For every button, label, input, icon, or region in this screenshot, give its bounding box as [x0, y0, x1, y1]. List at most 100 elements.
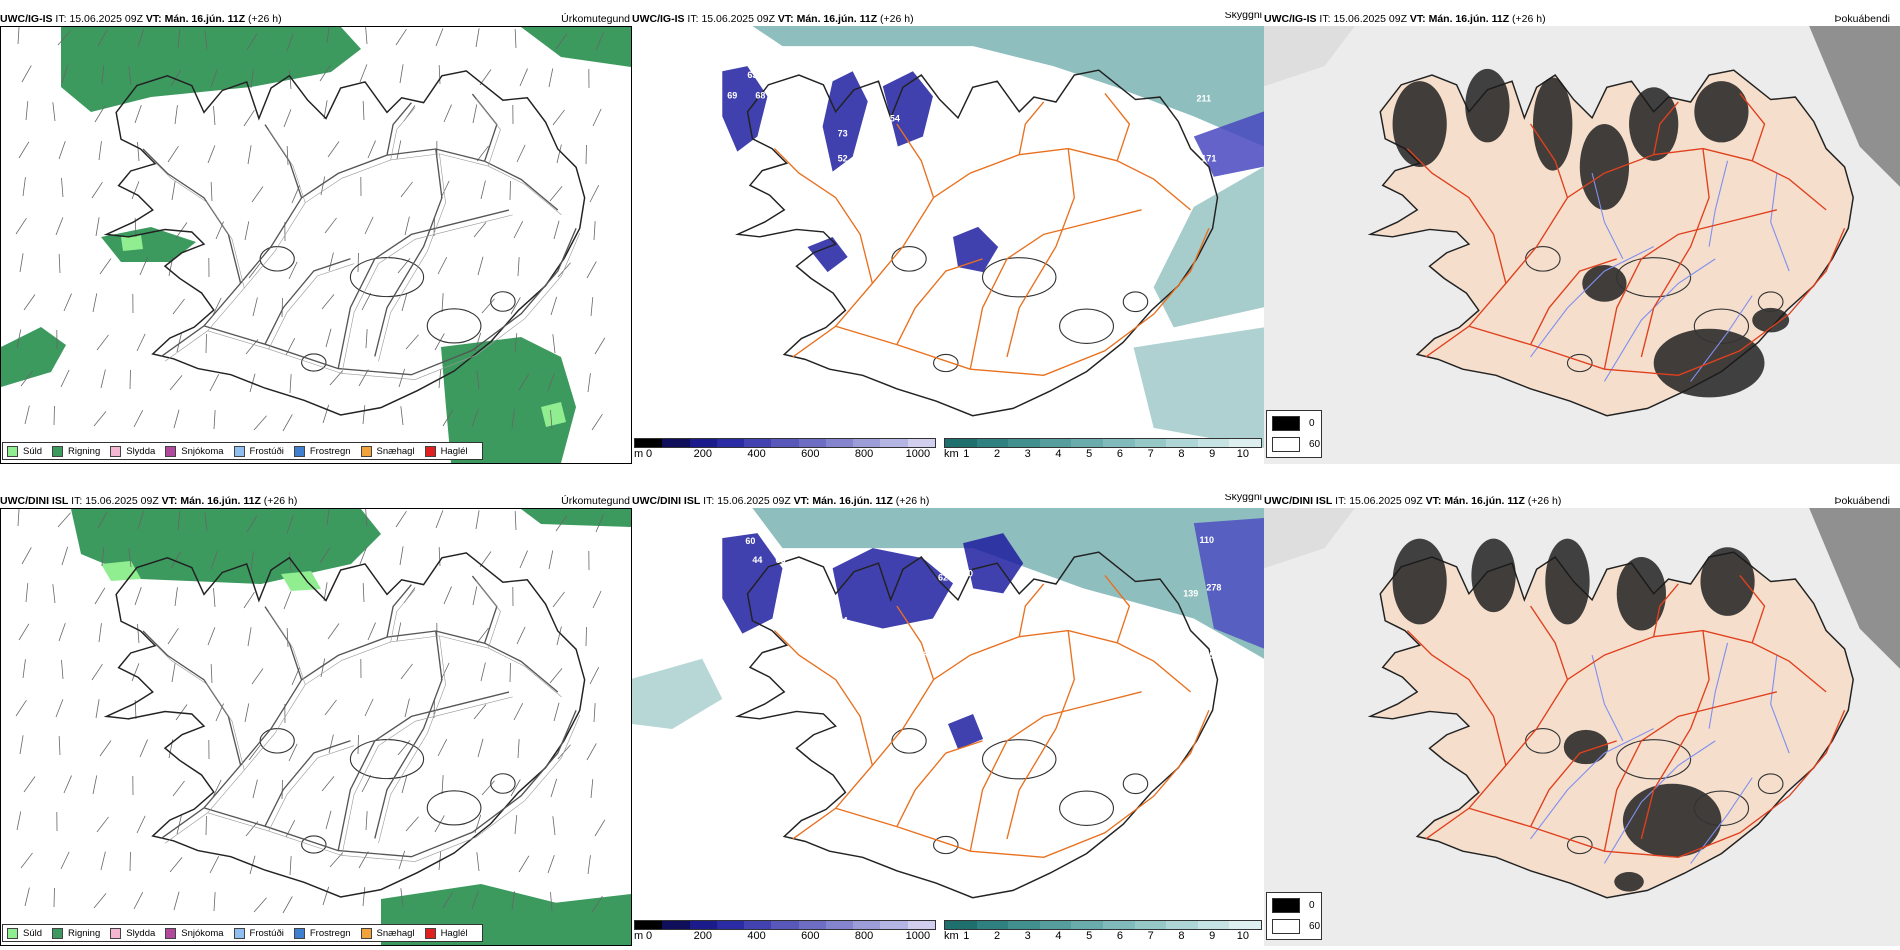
road — [142, 630, 242, 766]
wind-barb — [555, 33, 568, 50]
road — [835, 227, 1210, 376]
map-canvas[interactable] — [0, 508, 632, 946]
wind-barb — [511, 409, 515, 429]
scale-tick-label: 5 — [1086, 930, 1093, 942]
wind-barb — [61, 546, 69, 566]
legend-label: Rigning — [68, 927, 101, 939]
wind-barb — [169, 857, 183, 873]
glacier-outline — [490, 291, 516, 312]
wind-barb — [139, 739, 148, 758]
wind-barb — [134, 586, 142, 606]
cloud-base-label: 63 — [775, 555, 785, 565]
wind-barb — [19, 253, 24, 273]
legend-item: Frostúði — [233, 445, 284, 457]
map-canvas[interactable] — [0, 26, 632, 464]
wind-barb — [319, 546, 331, 564]
precip-type-map-panel-row1: UWC/IG-IS IT: 15.06.2025 09Z VT: Mán. 16… — [0, 12, 632, 464]
wind-barb — [594, 819, 606, 837]
wind-barb — [244, 703, 250, 723]
wind-barb — [58, 736, 61, 756]
scale-tick-label: 800 — [854, 448, 874, 460]
wind-barb — [588, 69, 590, 89]
legend-item: Haglél — [424, 445, 468, 457]
low-visibility-area — [752, 26, 1264, 147]
scale-tick-label: 10 — [1236, 448, 1250, 460]
glacier-outline — [1693, 308, 1750, 344]
legend-swatch — [1272, 919, 1300, 934]
glacier-outline — [1122, 773, 1149, 795]
map-canvas[interactable]: 60 63 67 69 68 57 73 52 59 54 70 70 87 90 211 218 150 171… — [632, 26, 1264, 464]
wind-barb — [15, 699, 27, 717]
map-canvas[interactable] — [1264, 26, 1900, 464]
cloudbase-scale: m 0 200 400 600 800 1000 — [634, 438, 936, 462]
road — [773, 148, 874, 284]
wind-barb — [20, 370, 33, 387]
wind-barb — [176, 815, 182, 835]
wind-barb — [401, 774, 408, 794]
glacier-outline — [1122, 291, 1149, 313]
wind-barb — [476, 370, 480, 390]
wind-barb — [555, 515, 568, 532]
wind-barb — [398, 850, 406, 870]
wind-barb — [248, 744, 261, 761]
init-time-label: IT: — [55, 13, 67, 25]
wind-barb — [595, 514, 604, 533]
coastline — [735, 69, 1219, 417]
wind-barb — [357, 735, 359, 755]
fog-legend-row: 60 — [1272, 919, 1320, 934]
glacier-outline — [1757, 773, 1784, 795]
cloud-base-label: 62 — [938, 572, 948, 582]
precip-area — [61, 27, 361, 112]
wind-barb — [243, 109, 255, 127]
panel-header: UWC/DINI ISL IT: 15.06.2025 09Z VT: Mán.… — [0, 494, 632, 508]
wind-barb — [472, 586, 478, 606]
wind-barb — [98, 623, 102, 643]
road — [896, 605, 935, 680]
map-canvas[interactable] — [1264, 508, 1900, 946]
wind-barb — [512, 105, 514, 125]
glacier-outline — [490, 773, 516, 794]
wind-barb — [286, 628, 289, 648]
wind-barb — [434, 333, 445, 351]
river — [1591, 172, 1624, 260]
wind-barb — [365, 329, 368, 349]
wind-barb — [327, 141, 340, 158]
low-cloud-area — [807, 236, 848, 273]
wind-barb — [205, 816, 207, 836]
panel-title: Úrkomutegund — [561, 13, 630, 25]
lead-time: (+26 h) — [895, 495, 930, 507]
legend-item: Snjókoma — [165, 927, 224, 939]
glacier-outline — [1059, 308, 1115, 344]
legend-label: Haglél — [440, 445, 468, 457]
wind-barb — [56, 330, 58, 350]
wind-barb — [517, 257, 520, 277]
wind-barb — [286, 514, 294, 534]
wind-barb — [246, 33, 258, 51]
legend-label: Rigning — [68, 445, 101, 457]
road-secondary — [341, 214, 513, 374]
wind-barb — [592, 108, 602, 127]
road-secondary — [268, 745, 355, 832]
wind-barb — [323, 582, 328, 602]
wind-barb — [400, 888, 404, 908]
cloud-base-label: 54 — [890, 113, 900, 123]
panel-title: Skyggni — [1224, 12, 1262, 21]
precip-area — [71, 509, 381, 584]
fog-dense-area — [1532, 77, 1573, 171]
road — [203, 710, 577, 858]
fog-dense-area — [1563, 729, 1609, 765]
wind-barb — [128, 548, 132, 568]
map-canvas[interactable]: 60 44 63 49 64 62 56 54 57 60 73 73 70 110 139 278 188 15… — [632, 508, 1264, 946]
wind-barb — [362, 405, 366, 425]
road — [142, 148, 242, 284]
wind-barb — [509, 663, 511, 683]
wind-barb — [481, 780, 495, 796]
legend-item: Slydda — [110, 927, 155, 939]
wind-barb — [22, 177, 26, 197]
glacier-outline — [933, 353, 959, 373]
wind-barb — [95, 217, 100, 237]
scale-tick-label: 7 — [1147, 448, 1154, 460]
low-cloud-area — [948, 713, 984, 750]
wind-barb — [251, 668, 264, 685]
wind-barb — [329, 852, 343, 868]
